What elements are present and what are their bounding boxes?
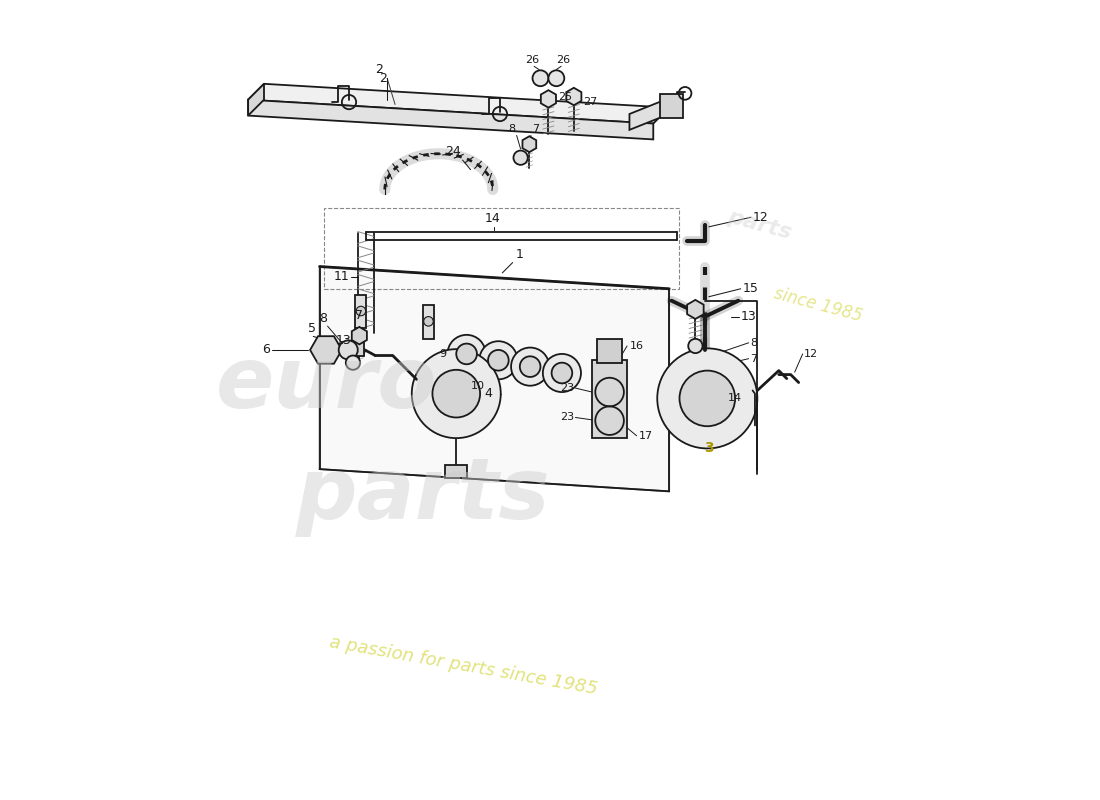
Text: parts: parts	[296, 454, 550, 537]
Text: 23: 23	[560, 383, 574, 393]
Bar	[342, 342, 364, 356]
Text: 14: 14	[485, 212, 501, 226]
Text: 2: 2	[379, 72, 387, 85]
Text: 9: 9	[440, 349, 447, 359]
Text: 10: 10	[471, 381, 485, 391]
Text: a passion for parts since 1985: a passion for parts since 1985	[328, 634, 598, 698]
Circle shape	[339, 341, 358, 359]
Bar	[355, 295, 366, 329]
Circle shape	[549, 70, 564, 86]
Circle shape	[424, 317, 433, 326]
Text: 24: 24	[446, 146, 461, 158]
Polygon shape	[249, 100, 653, 139]
Text: 7: 7	[750, 354, 757, 364]
Text: 4: 4	[485, 387, 493, 400]
Bar	[592, 360, 627, 438]
Text: 2: 2	[375, 63, 383, 76]
Circle shape	[532, 70, 549, 86]
Text: 7: 7	[355, 309, 363, 322]
Bar	[422, 306, 435, 339]
Circle shape	[512, 347, 549, 386]
Text: 8: 8	[320, 311, 328, 325]
Bar	[597, 339, 623, 362]
Text: 8: 8	[508, 124, 515, 134]
Circle shape	[480, 342, 517, 379]
Circle shape	[488, 350, 508, 370]
Circle shape	[689, 339, 703, 353]
Circle shape	[658, 348, 757, 449]
Bar	[323, 208, 680, 289]
Text: euro: euro	[217, 342, 438, 426]
Text: 26: 26	[556, 54, 570, 65]
Circle shape	[551, 362, 572, 383]
Text: 11: 11	[334, 270, 350, 283]
Circle shape	[680, 370, 735, 426]
Text: 5: 5	[308, 322, 317, 335]
Text: 13: 13	[336, 334, 351, 347]
Text: 7: 7	[532, 124, 540, 134]
Bar	[446, 465, 468, 478]
Text: 17: 17	[639, 430, 653, 441]
Text: 6: 6	[263, 343, 271, 357]
Text: 25: 25	[558, 91, 572, 102]
Text: 13: 13	[740, 310, 757, 323]
Polygon shape	[629, 98, 669, 130]
Circle shape	[411, 349, 500, 438]
Bar	[660, 94, 683, 118]
Text: parts: parts	[725, 207, 793, 243]
Circle shape	[432, 370, 480, 418]
Text: since 1985: since 1985	[772, 284, 865, 325]
Text: 12: 12	[752, 210, 768, 224]
Circle shape	[448, 335, 486, 373]
Circle shape	[356, 306, 365, 316]
Polygon shape	[249, 84, 264, 115]
Text: 26: 26	[526, 54, 540, 65]
Text: 27: 27	[583, 97, 597, 107]
Circle shape	[514, 150, 528, 165]
Text: 12: 12	[804, 349, 818, 359]
Text: 23: 23	[560, 413, 574, 422]
Text: 3: 3	[704, 442, 714, 455]
Text: 14: 14	[728, 394, 743, 403]
Circle shape	[543, 354, 581, 392]
Text: 1: 1	[516, 248, 524, 261]
Circle shape	[520, 356, 540, 377]
Circle shape	[345, 355, 360, 370]
Polygon shape	[249, 84, 669, 123]
Text: 16: 16	[629, 341, 644, 351]
Text: 8: 8	[750, 338, 757, 348]
Circle shape	[456, 343, 477, 364]
Polygon shape	[320, 266, 669, 491]
Text: 15: 15	[742, 282, 758, 295]
